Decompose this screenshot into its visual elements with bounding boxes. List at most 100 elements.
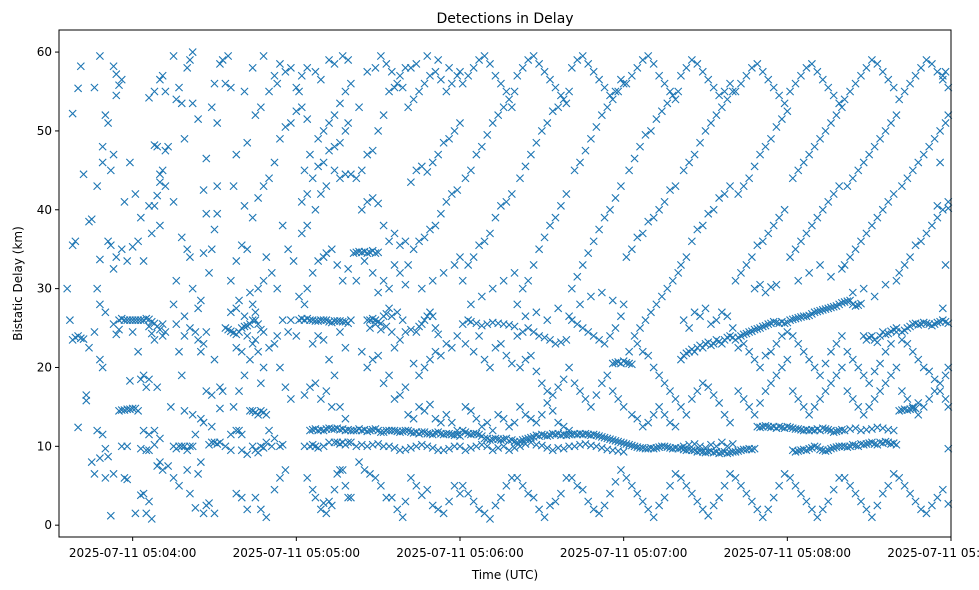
data-point: [150, 426, 159, 435]
data-point: [177, 442, 186, 451]
data-point: [445, 63, 454, 72]
data-point: [185, 442, 194, 451]
data-point: [232, 150, 241, 159]
data-point: [480, 434, 489, 443]
data-point: [365, 324, 374, 333]
data-point: [150, 201, 159, 210]
data-point: [813, 307, 822, 316]
data-point: [687, 489, 696, 498]
data-point: [395, 241, 404, 250]
data-point: [862, 229, 871, 238]
data-point: [346, 316, 355, 325]
data-point: [824, 425, 833, 434]
data-point: [690, 150, 699, 159]
data-point: [859, 331, 868, 340]
data-point: [390, 229, 399, 238]
data-point: [401, 383, 410, 392]
data-point: [286, 316, 295, 325]
data-point: [914, 158, 923, 167]
data-point: [723, 449, 732, 458]
data-point: [213, 182, 222, 191]
data-point: [810, 308, 819, 317]
data-point: [682, 253, 691, 262]
data-point: [494, 443, 503, 452]
data-point: [363, 363, 372, 372]
data-point: [205, 440, 214, 449]
data-point: [169, 52, 178, 61]
data-point: [521, 439, 530, 448]
data-point: [676, 402, 685, 411]
data-point: [731, 87, 740, 96]
data-point: [878, 67, 887, 76]
points-layer: [63, 48, 953, 523]
data-point: [791, 447, 800, 456]
data-point: [316, 505, 325, 514]
data-point: [556, 201, 565, 210]
data-point: [303, 190, 312, 198]
data-point: [576, 387, 585, 396]
data-point: [892, 111, 901, 120]
data-point: [791, 245, 800, 254]
data-point: [856, 71, 865, 80]
data-point: [900, 87, 909, 96]
data-point: [848, 440, 857, 449]
data-point: [486, 514, 494, 523]
data-point: [180, 134, 189, 143]
data-point: [363, 249, 372, 258]
data-point: [715, 449, 724, 458]
data-point: [848, 174, 857, 183]
data-point: [488, 426, 497, 435]
data-point: [933, 493, 942, 502]
data-point: [619, 439, 628, 448]
data-point: [191, 503, 200, 512]
data-point: [461, 446, 470, 455]
data-point: [385, 237, 394, 246]
data-point: [275, 134, 284, 143]
data-point: [734, 447, 743, 456]
data-point: [903, 406, 912, 415]
data-point: [794, 339, 803, 348]
data-point: [840, 473, 849, 482]
data-point: [865, 379, 874, 388]
data-point: [496, 201, 505, 210]
data-point: [747, 63, 756, 72]
data-point: [739, 339, 748, 348]
data-point: [79, 335, 88, 344]
data-point: [892, 324, 901, 333]
data-point: [777, 331, 786, 340]
data-point: [262, 438, 271, 447]
data-point: [521, 312, 530, 321]
data-point: [693, 225, 702, 234]
data-point: [158, 166, 167, 175]
data-point: [145, 430, 154, 439]
data-point: [319, 316, 328, 325]
data-point: [338, 317, 347, 326]
data-point: [355, 103, 364, 112]
data-point: [248, 442, 257, 451]
data-point: [821, 126, 830, 135]
data-point: [431, 414, 440, 423]
data-point: [466, 443, 475, 452]
data-point: [305, 426, 314, 435]
data-point: [199, 418, 208, 427]
data-point: [551, 497, 560, 506]
data-point: [616, 75, 625, 84]
data-point: [578, 260, 587, 269]
data-point: [273, 284, 282, 293]
data-point: [516, 174, 524, 183]
data-point: [799, 158, 808, 167]
data-point: [145, 93, 154, 102]
data-point: [897, 387, 906, 396]
data-point: [390, 426, 399, 435]
data-point: [687, 395, 696, 404]
data-point: [145, 322, 154, 331]
data-point: [862, 439, 871, 448]
data-point: [74, 84, 83, 93]
data-point: [109, 62, 118, 71]
data-point: [240, 201, 249, 210]
data-point: [311, 493, 320, 502]
data-point: [256, 103, 265, 112]
data-point: [374, 199, 383, 208]
data-point: [521, 355, 530, 364]
